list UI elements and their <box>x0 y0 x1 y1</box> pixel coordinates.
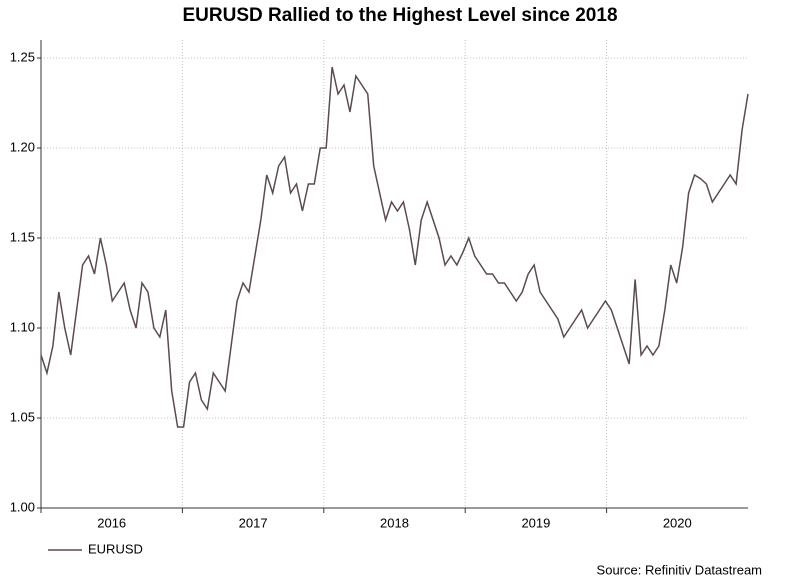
chart-title: EURUSD Rallied to the Highest Level sinc… <box>182 5 617 26</box>
y-tick-label: 1.20 <box>10 139 35 154</box>
x-tick-label: 2018 <box>380 515 409 530</box>
legend-label: EURUSD <box>88 541 143 556</box>
y-tick-label: 1.15 <box>10 229 35 244</box>
y-tick-label: 1.10 <box>10 319 35 334</box>
y-tick-label: 1.25 <box>10 49 35 64</box>
x-tick-label: 2016 <box>97 515 126 530</box>
x-tick-label: 2017 <box>239 515 268 530</box>
y-tick-label: 1.05 <box>10 409 35 424</box>
x-tick-label: 2020 <box>663 515 692 530</box>
x-tick-label: 2019 <box>521 515 550 530</box>
data-line <box>40 66 749 428</box>
source-note: Source: Refinitiv Datastream <box>597 562 762 577</box>
y-tick-label: 1.00 <box>10 499 35 514</box>
